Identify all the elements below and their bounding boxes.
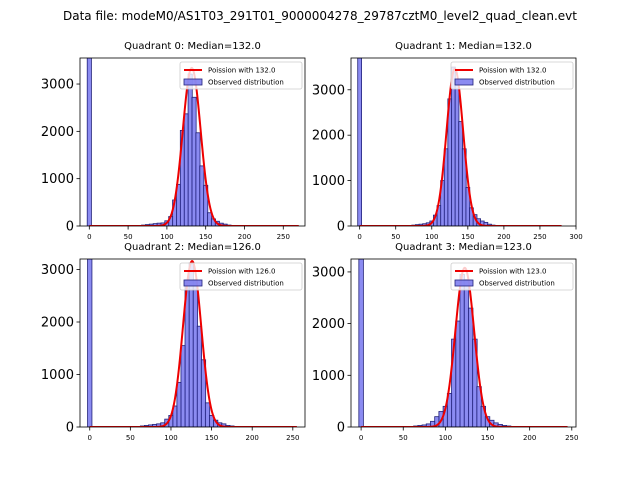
poisson-curve — [359, 67, 562, 226]
x-tick-label: 100 — [160, 233, 173, 241]
x-tick-label: 100 — [439, 434, 452, 442]
histogram-bar — [87, 259, 93, 427]
legend-box — [450, 262, 574, 291]
quadrant-3-plot-area — [358, 259, 568, 427]
histogram-bar — [357, 58, 363, 226]
quadrant-3-legend: Poission with 123.0 Observed distribution — [450, 262, 574, 291]
y-tick-label: 2000 — [312, 129, 345, 144]
x-tick-label: 0 — [88, 434, 92, 442]
y-tick-label: 2000 — [41, 125, 74, 140]
y-tick-label: 1000 — [312, 369, 345, 384]
y-tick-label: 1000 — [41, 172, 74, 187]
legend-hist-label: Observed distribution — [208, 79, 284, 87]
legend-curve-label: Poission with 126.0 — [208, 268, 276, 276]
y-tick-label: 0 — [66, 421, 74, 436]
x-tick-label: 0 — [359, 434, 363, 442]
quadrant-3-panel: Quadrant 3: Median=123.0 0 50 100 150 200 250 0… — [312, 242, 579, 442]
legend-hist-swatch — [183, 78, 203, 86]
histogram-bar — [358, 259, 364, 427]
x-tick-label: 150 — [199, 233, 212, 241]
quadrant-0-title: Quadrant 0: Median=132.0 — [124, 41, 261, 52]
quadrant-0-plot-area — [86, 58, 299, 226]
histogram-bar — [86, 58, 92, 226]
quadrant-1-panel: Quadrant 1: Median=132.0 0 50 100 150 200 250 3… — [312, 41, 583, 241]
quadrant-2-title: Quadrant 2: Median=126.0 — [124, 242, 261, 253]
y-tick-label: 3000 — [41, 78, 74, 93]
quadrant-panels: Quadrant 0: Median=132.0 0 50 100 150 200 250 0… — [41, 41, 583, 442]
y-tick-label: 2000 — [41, 316, 74, 331]
quadrant-1-plot-area — [357, 58, 562, 226]
y-tick-label: 0 — [337, 220, 345, 235]
x-tick-label: 50 — [391, 233, 400, 241]
x-tick-label: 200 — [246, 434, 259, 442]
y-tick-label: 1000 — [312, 174, 345, 189]
figure-suptitle: Data file: modeM0/AS1T03_291T01_90000042… — [63, 9, 577, 23]
quadrant-1-legend: Poission with 132.0 Observed distribution — [450, 61, 574, 90]
quadrant-0-panel: Quadrant 0: Median=132.0 0 50 100 150 200 250 0… — [41, 41, 306, 241]
x-tick-label: 150 — [205, 434, 218, 442]
x-tick-label: 200 — [523, 434, 536, 442]
quadrant-2-axes-frame — [79, 258, 306, 428]
x-tick-label: 200 — [238, 233, 251, 241]
y-tick-label: 0 — [337, 421, 345, 436]
x-tick-label: 250 — [277, 233, 290, 241]
legend-hist-label: Observed distribution — [479, 280, 555, 288]
legend-hist-swatch — [454, 78, 474, 86]
quadrant-2-plot-area — [87, 259, 297, 427]
y-tick-label: 1000 — [41, 368, 74, 383]
quadrant-2-legend: Poission with 126.0 Observed distribution — [179, 262, 303, 291]
y-tick-label: 3000 — [41, 263, 74, 278]
quadrant-3-axes-frame — [350, 258, 577, 428]
y-tick-label: 3000 — [312, 83, 345, 98]
x-tick-label: 100 — [425, 233, 438, 241]
x-tick-label: 200 — [497, 233, 510, 241]
legend-hist-label: Observed distribution — [208, 280, 284, 288]
histogram-bar — [204, 402, 211, 427]
legend-hist-swatch — [454, 279, 474, 287]
quadrant-2-panel: Quadrant 2: Median=126.0 0 50 100 150 200 250 0… — [41, 242, 306, 442]
x-tick-label: 300 — [569, 233, 582, 241]
quadrant-1-axes-frame — [350, 57, 577, 227]
x-tick-label: 150 — [481, 434, 494, 442]
x-tick-label: 250 — [286, 434, 299, 442]
x-tick-label: 50 — [124, 233, 133, 241]
legend-box — [179, 262, 303, 291]
quadrant-1-title: Quadrant 1: Median=132.0 — [395, 41, 532, 52]
legend-curve-label: Poission with 132.0 — [208, 67, 276, 75]
legend-box — [179, 61, 303, 90]
legend-curve-label: Poission with 123.0 — [479, 268, 547, 276]
legend-curve-label: Poission with 132.0 — [479, 67, 547, 75]
quadrant-0-axes-frame — [79, 57, 306, 227]
y-tick-label: 3000 — [312, 265, 345, 280]
x-tick-label: 50 — [126, 434, 135, 442]
poisson-curve — [89, 260, 297, 427]
legend-box — [450, 61, 574, 90]
y-tick-label: 0 — [66, 220, 74, 235]
x-tick-label: 0 — [87, 233, 91, 241]
quadrant-0-legend: Poission with 132.0 Observed distribution — [179, 61, 303, 90]
x-tick-label: 250 — [565, 434, 578, 442]
x-tick-label: 50 — [399, 434, 408, 442]
x-tick-label: 250 — [533, 233, 546, 241]
legend-hist-swatch — [183, 279, 203, 287]
quadrant-3-title: Quadrant 3: Median=123.0 — [395, 242, 532, 253]
x-tick-label: 100 — [164, 434, 177, 442]
y-tick-label: 2000 — [312, 317, 345, 332]
x-tick-label: 0 — [357, 233, 361, 241]
legend-hist-label: Observed distribution — [479, 79, 555, 87]
x-tick-label: 150 — [461, 233, 474, 241]
